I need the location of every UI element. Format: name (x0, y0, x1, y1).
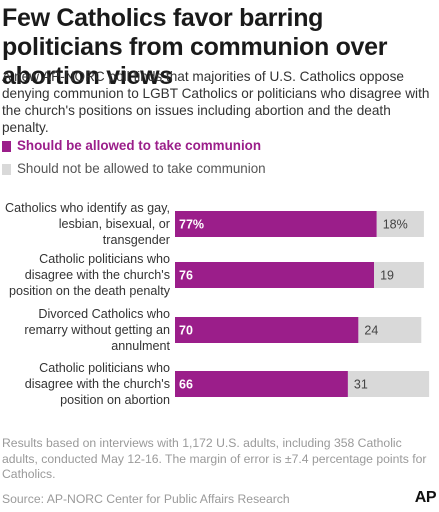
bar-not-allowed-4 (347, 371, 430, 397)
ap-logo: AP (414, 489, 437, 506)
value-label-allowed-3: 70 (179, 324, 193, 338)
category-label-line: position on the death penalty (8, 284, 170, 298)
bar-allowed-1 (175, 211, 377, 237)
value-label-allowed-1: 77% (179, 218, 204, 232)
bar-allowed-3 (175, 317, 359, 343)
category-label-line: Catholic politicians who (39, 252, 170, 266)
legend-item-not-allowed: Should not be allowed to take communion (2, 160, 266, 178)
legend-item-allowed: Should be allowed to take communion (2, 137, 261, 155)
value-label-not-allowed-4: 31 (354, 378, 368, 392)
category-label-4: Catholic politicians who disagree with th… (0, 360, 170, 408)
category-label-line: Catholic politicians who (39, 361, 170, 375)
category-label-line: Divorced Catholics who (38, 307, 170, 321)
chart-title: Few Catholics favor barring politicians … (2, 4, 388, 90)
category-label-line: annulment (111, 339, 170, 353)
bar-not-allowed-2 (374, 262, 424, 288)
legend-label-allowed: Should be allowed to take communion (17, 138, 262, 153)
bar-allowed-2 (175, 262, 375, 288)
category-label-line: disagree with the church's (24, 377, 170, 391)
category-label-line: position on abortion (60, 393, 170, 407)
category-label-2: Catholic politicians who disagree with th… (0, 251, 170, 299)
bar-not-allowed-3 (358, 317, 422, 343)
source-note: Source: AP-NORC Center for Public Affair… (2, 492, 290, 506)
bar-allowed-4 (175, 371, 348, 397)
category-label-line: remarry without getting an (24, 323, 170, 337)
category-label-1: Catholics who identify as gay, lesbian, b… (0, 200, 170, 248)
value-label-not-allowed-2: 19 (380, 269, 394, 283)
footnote: Results based on interviews with 1,172 U… (2, 436, 427, 481)
value-label-not-allowed-3: 24 (364, 324, 378, 338)
legend-swatch-allowed (2, 140, 11, 152)
category-label-line: disagree with the church's (24, 268, 170, 282)
legend-label-not-allowed: Should not be allowed to take communion (17, 161, 266, 176)
category-label-line: lesbian, bisexual, or (58, 217, 170, 231)
value-label-not-allowed-1: 18% (383, 218, 408, 232)
category-label-3: Divorced Catholics who remarry without ge… (0, 306, 170, 354)
value-label-allowed-2: 76 (179, 269, 193, 283)
category-label-line: Catholics who identify as gay, (5, 201, 170, 215)
bar-not-allowed-1 (376, 211, 424, 237)
legend-swatch-not-allowed (2, 163, 11, 175)
chart-subtitle: A new AP-NORC poll finds that majorities… (2, 69, 430, 135)
value-label-allowed-4: 66 (179, 378, 193, 392)
category-label-line: transgender (102, 233, 170, 247)
